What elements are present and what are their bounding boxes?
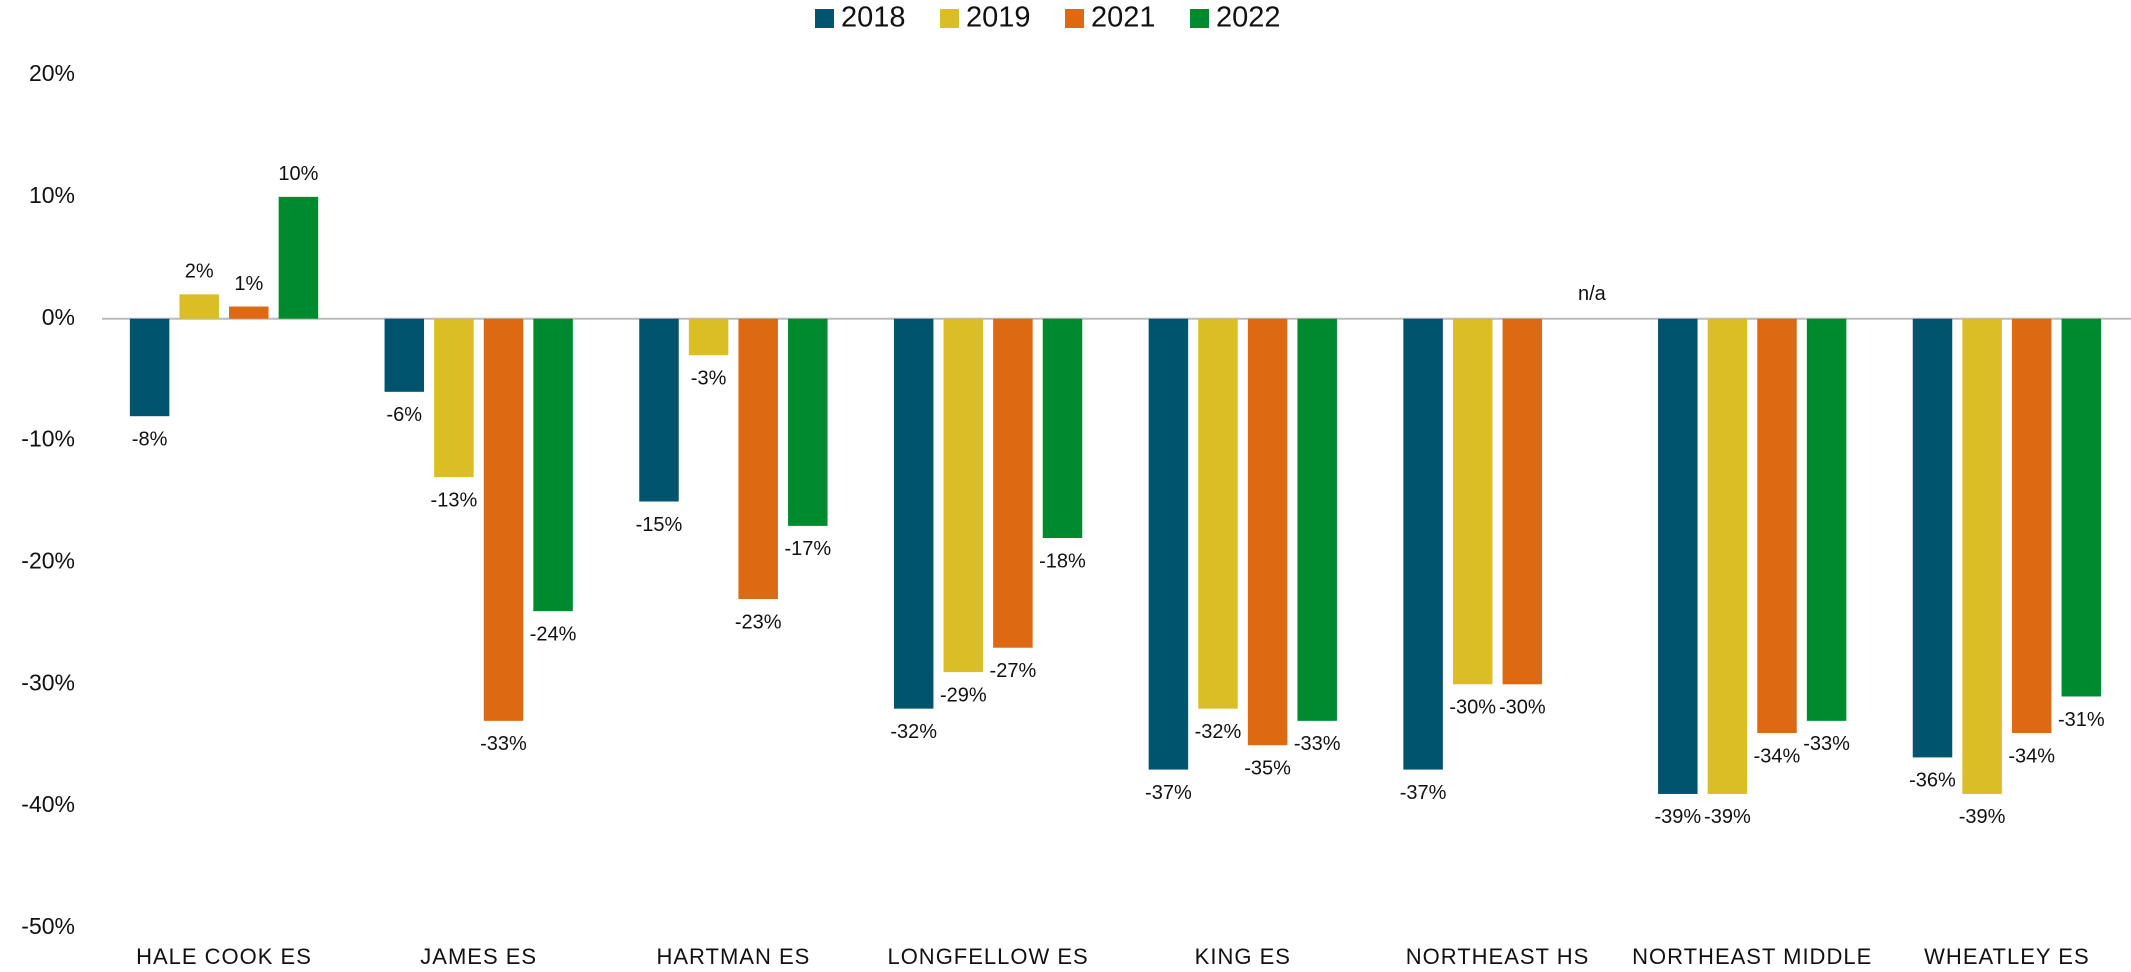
value-label: -39% — [1704, 806, 1751, 828]
x-tick-label: HARTMAN ES — [656, 944, 810, 969]
x-tick-label: HALE COOK ES — [136, 944, 312, 969]
value-label: 1% — [234, 273, 263, 295]
value-label: -17% — [784, 538, 831, 560]
value-label: -27% — [990, 660, 1037, 682]
bar — [1042, 318, 1083, 539]
bar — [1962, 318, 2002, 794]
bar — [533, 318, 573, 612]
bar — [788, 318, 828, 526]
x-tick-label: NORTHEAST MIDDLE — [1632, 944, 1872, 969]
legend-label: 2022 — [1216, 2, 1281, 34]
value-label: -33% — [1294, 733, 1341, 755]
bar — [1658, 318, 1698, 794]
value-label: -33% — [480, 733, 527, 755]
x-tick-label: LONGFELLOW ES — [887, 944, 1088, 969]
value-label: -6% — [387, 404, 423, 426]
bar — [1297, 318, 1337, 721]
y-tick-label: -20% — [21, 548, 75, 574]
bar — [1247, 318, 1288, 746]
value-label: -39% — [1654, 806, 1701, 828]
legend-swatch — [940, 9, 959, 28]
bar — [738, 318, 778, 599]
value-label: -13% — [431, 489, 478, 511]
legend-label: 2021 — [1091, 2, 1156, 34]
y-tick-label: -10% — [21, 426, 75, 452]
x-tick-label: WHEATLEY ES — [1924, 944, 2089, 969]
value-label: -24% — [530, 623, 577, 645]
value-label: 2% — [185, 261, 214, 283]
value-label: -29% — [940, 684, 987, 706]
bar — [639, 318, 679, 502]
value-label: -34% — [2008, 745, 2055, 767]
value-label: -34% — [1754, 745, 1801, 767]
value-label: -36% — [1909, 770, 1956, 792]
bar — [434, 318, 474, 478]
bar — [1452, 318, 1493, 685]
bar — [1757, 318, 1797, 734]
y-tick-label: -50% — [21, 913, 75, 939]
value-label: 10% — [278, 163, 318, 185]
bar — [1148, 318, 1189, 770]
bar — [1806, 318, 1847, 721]
legend-label: 2018 — [841, 2, 906, 34]
bar — [1502, 318, 1543, 685]
value-label: -39% — [1959, 806, 2006, 828]
bar — [893, 318, 934, 709]
legend-label: 2019 — [966, 2, 1031, 34]
y-tick-label: 10% — [29, 182, 75, 208]
bar — [1198, 318, 1238, 709]
legend-swatch — [1190, 9, 1209, 28]
bar — [943, 318, 984, 673]
y-tick-label: 0% — [42, 304, 75, 330]
value-label: -32% — [1195, 721, 1242, 743]
legend-swatch — [1065, 9, 1084, 28]
bar — [483, 318, 524, 721]
bar — [384, 318, 425, 392]
bar — [229, 306, 269, 319]
x-tick-label: KING ES — [1195, 944, 1291, 969]
value-label: -37% — [1145, 782, 1192, 804]
value-label: -3% — [691, 368, 727, 390]
value-label: -8% — [132, 428, 168, 450]
bar — [278, 196, 319, 319]
value-label: n/a — [1578, 283, 1607, 305]
bar — [129, 318, 170, 417]
value-label: -18% — [1039, 550, 1086, 572]
value-label: -30% — [1499, 697, 1546, 719]
bar — [2011, 318, 2052, 734]
value-label: -31% — [2058, 709, 2105, 731]
legend-swatch — [815, 9, 834, 28]
value-label: -35% — [1244, 757, 1291, 779]
value-label: -30% — [1449, 697, 1496, 719]
value-label: -23% — [735, 611, 782, 633]
value-label: -32% — [890, 721, 937, 743]
y-tick-label: -40% — [21, 791, 75, 817]
value-label: -33% — [1803, 733, 1850, 755]
x-tick-label: JAMES ES — [420, 944, 537, 969]
value-label: -37% — [1400, 782, 1447, 804]
bar — [1403, 318, 1443, 770]
x-tick-label: NORTHEAST HS — [1406, 944, 1590, 969]
bar — [993, 318, 1033, 648]
bar — [688, 318, 729, 356]
y-tick-label: 20% — [29, 60, 75, 86]
y-tick-label: -30% — [21, 669, 75, 695]
bar — [2061, 318, 2102, 697]
bar — [1707, 318, 1748, 794]
bar — [179, 294, 219, 319]
bar — [1912, 318, 1953, 758]
value-label: -15% — [636, 514, 683, 536]
